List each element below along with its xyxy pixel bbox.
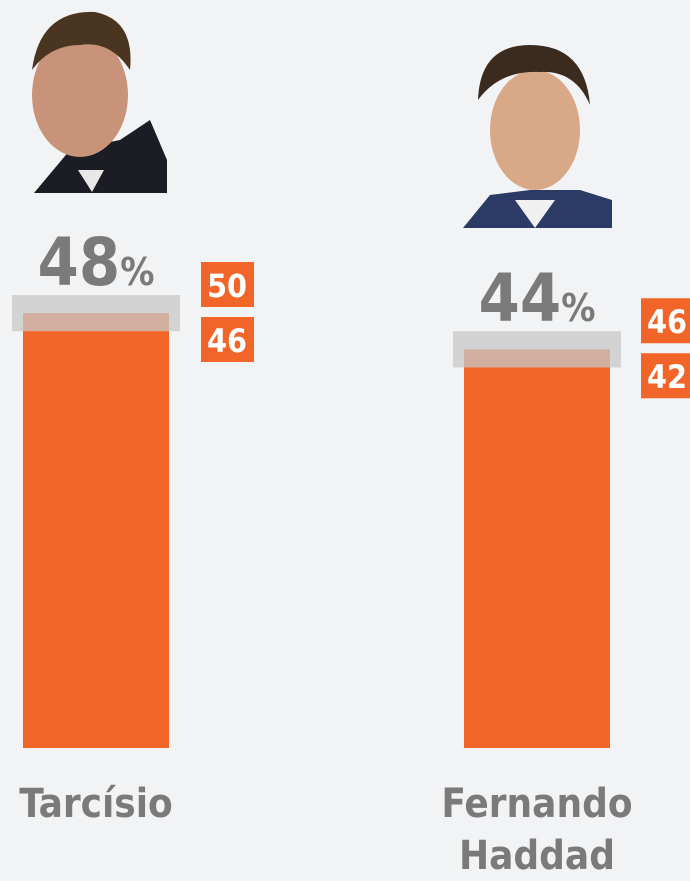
- value-number: 48: [38, 224, 121, 301]
- margin-band: [12, 295, 180, 332]
- lower-box: [641, 353, 690, 399]
- lower-box: [201, 317, 254, 362]
- upper-label: 50: [207, 267, 247, 305]
- portrait: [32, 11, 167, 193]
- bar: [464, 349, 610, 748]
- value-unit: %: [561, 286, 595, 330]
- category-label: Fernando Haddad: [441, 781, 632, 879]
- upper-box: [201, 262, 254, 307]
- value-unit: %: [120, 250, 154, 294]
- lower-label: 42: [647, 358, 687, 396]
- portrait: [463, 45, 612, 228]
- category-label: Tarcísio: [19, 781, 173, 827]
- category-line: Fernando: [441, 781, 632, 827]
- category-line: Haddad: [459, 833, 615, 879]
- lower-label: 46: [207, 322, 247, 360]
- bar: [23, 313, 169, 748]
- margin-band: [453, 331, 621, 368]
- value-label: 48%: [38, 224, 155, 301]
- upper-label: 46: [647, 303, 687, 341]
- value-number: 44: [479, 260, 562, 337]
- value-label: 44%: [479, 260, 596, 337]
- upper-box: [641, 298, 690, 344]
